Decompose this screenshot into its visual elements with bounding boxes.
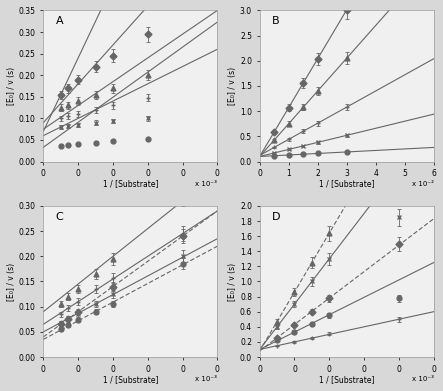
Text: x 10⁻²: x 10⁻² <box>412 181 434 187</box>
Text: C: C <box>55 212 63 222</box>
Y-axis label: [E₀] / v (s): [E₀] / v (s) <box>7 262 16 301</box>
Text: B: B <box>272 16 280 27</box>
X-axis label: 1 / [Substrate]: 1 / [Substrate] <box>319 179 374 188</box>
X-axis label: 1 / [Substrate]: 1 / [Substrate] <box>319 375 374 384</box>
Text: x 10⁻³: x 10⁻³ <box>412 377 434 382</box>
Y-axis label: [E₀] / v (s): [E₀] / v (s) <box>228 67 237 105</box>
Y-axis label: [E₀] / v (s): [E₀] / v (s) <box>228 262 237 301</box>
X-axis label: 1 / [Substrate]: 1 / [Substrate] <box>103 375 158 384</box>
Text: D: D <box>272 212 280 222</box>
Text: x 10⁻³: x 10⁻³ <box>195 181 218 187</box>
Text: A: A <box>55 16 63 27</box>
X-axis label: 1 / [Substrate]: 1 / [Substrate] <box>103 179 158 188</box>
Y-axis label: [E₀] / v (s): [E₀] / v (s) <box>7 67 16 105</box>
Text: x 10⁻³: x 10⁻³ <box>195 377 218 382</box>
